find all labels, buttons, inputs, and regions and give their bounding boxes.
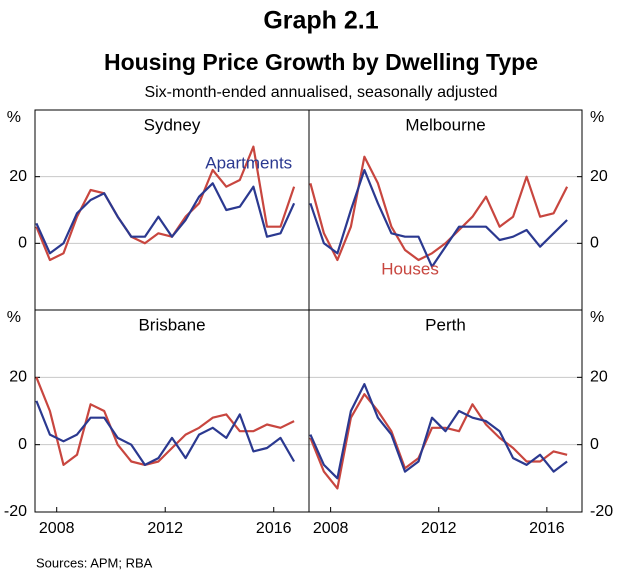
panel-frame — [34, 109, 310, 311]
y-tick-label: 0 — [18, 235, 27, 252]
y-unit: % — [7, 309, 21, 326]
x-tick-label: 2012 — [421, 520, 457, 537]
y-tick-label: 20 — [9, 168, 27, 185]
note: Six-month-ended annualised, seasonally a… — [144, 84, 497, 101]
panel-title: Brisbane — [138, 315, 205, 334]
series-line — [309, 393, 568, 490]
series-line — [35, 376, 295, 466]
x-tick-label: 2012 — [147, 520, 183, 537]
panel-frame — [34, 309, 310, 513]
series-label: Houses — [381, 259, 439, 278]
y-unit: % — [590, 109, 604, 126]
panel-frame — [308, 309, 583, 513]
y-tick-label: 20 — [9, 369, 27, 386]
panel-title: Sydney — [144, 115, 201, 134]
series-line — [309, 168, 568, 268]
series-line — [309, 383, 568, 480]
series-line — [35, 400, 296, 466]
panel-title: Melbourne — [405, 115, 485, 134]
y-tick-label: 0 — [590, 436, 599, 453]
x-tick-label: 2008 — [313, 520, 349, 537]
subtitle: Housing Price Growth by Dwelling Type — [104, 49, 538, 75]
y-tick-label: 20 — [590, 168, 608, 185]
x-tick-label: 2008 — [39, 520, 75, 537]
y-tick-label: -20 — [4, 503, 27, 520]
y-unit: % — [7, 109, 21, 126]
y-unit: % — [590, 309, 604, 326]
y-tick-label: 0 — [18, 436, 27, 453]
x-tick-label: 2016 — [256, 520, 292, 537]
panel-title: Perth — [425, 315, 466, 334]
series-label: Apartments — [205, 153, 292, 172]
y-tick-label: 0 — [590, 235, 599, 252]
x-tick-label: 2016 — [529, 520, 565, 537]
series-line — [309, 155, 569, 262]
source: Sources: APM; RBA — [36, 555, 153, 570]
title: Graph 2.1 — [263, 7, 378, 35]
y-tick-label: 20 — [590, 369, 608, 386]
series-line — [35, 182, 296, 255]
y-tick-label: -20 — [590, 503, 613, 520]
